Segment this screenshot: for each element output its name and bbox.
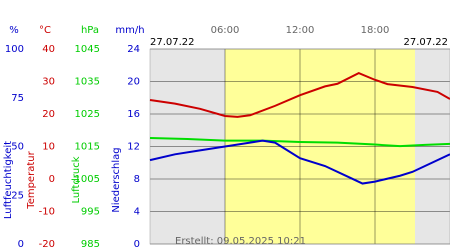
y-tick-label: -10: [39, 207, 55, 218]
y-tick-label: 0: [134, 239, 140, 250]
y-tick-label: 100: [5, 44, 24, 55]
y-tick-label: 50: [11, 142, 24, 153]
y-tick-label: 8: [134, 174, 140, 185]
date-left: 27.07.22: [150, 37, 195, 48]
axis-unit: %: [9, 25, 19, 36]
y-tick-label: 40: [42, 44, 55, 55]
axis-name: Temperatur: [26, 150, 37, 209]
axis-name: Niederschlag: [111, 147, 122, 212]
y-tick-label: 1005: [75, 174, 100, 185]
y-tick-label: 1015: [75, 142, 100, 153]
y-tick-label: 0: [18, 239, 24, 250]
axis-unit: °C: [39, 25, 51, 36]
y-tick-label: 1035: [75, 77, 100, 88]
y-tick-label: 985: [81, 239, 100, 250]
series-line: [149, 139, 450, 185]
x-tick-label: 06:00: [211, 25, 240, 36]
footer: Erstellt: 09.05.2025 10:21: [175, 236, 306, 247]
y-tick-label: 25: [11, 190, 24, 201]
y-tick-label: 1045: [75, 44, 100, 55]
y-tick-label: 4: [134, 207, 140, 218]
x-tick-label: 18:00: [361, 25, 390, 36]
y-tick-label: 0: [49, 174, 55, 185]
series-line: [149, 137, 450, 148]
y-tick-label: 20: [42, 109, 55, 120]
date-right: 27.07.22: [403, 37, 448, 48]
y-tick-label: 10: [42, 142, 55, 153]
y-tick-label: 30: [42, 77, 55, 88]
series-line: [149, 71, 450, 118]
axis-name: Luftdruck: [71, 156, 82, 203]
plot-border: [149, 48, 450, 245]
y-tick-label: 16: [127, 109, 140, 120]
axis-name: Luftfeuchtigkeit: [3, 141, 14, 219]
y-tick-label: 995: [81, 207, 100, 218]
axis-unit: hPa: [81, 25, 99, 36]
x-tick-label: 12:00: [286, 25, 315, 36]
y-tick-label: 20: [127, 77, 140, 88]
y-tick-label: 24: [127, 44, 140, 55]
y-tick-label: 12: [127, 142, 140, 153]
y-tick-label: -20: [39, 239, 55, 250]
y-tick-label: 1025: [75, 109, 100, 120]
y-tick-label: 75: [11, 93, 24, 104]
axis-unit: mm/h: [115, 25, 144, 36]
